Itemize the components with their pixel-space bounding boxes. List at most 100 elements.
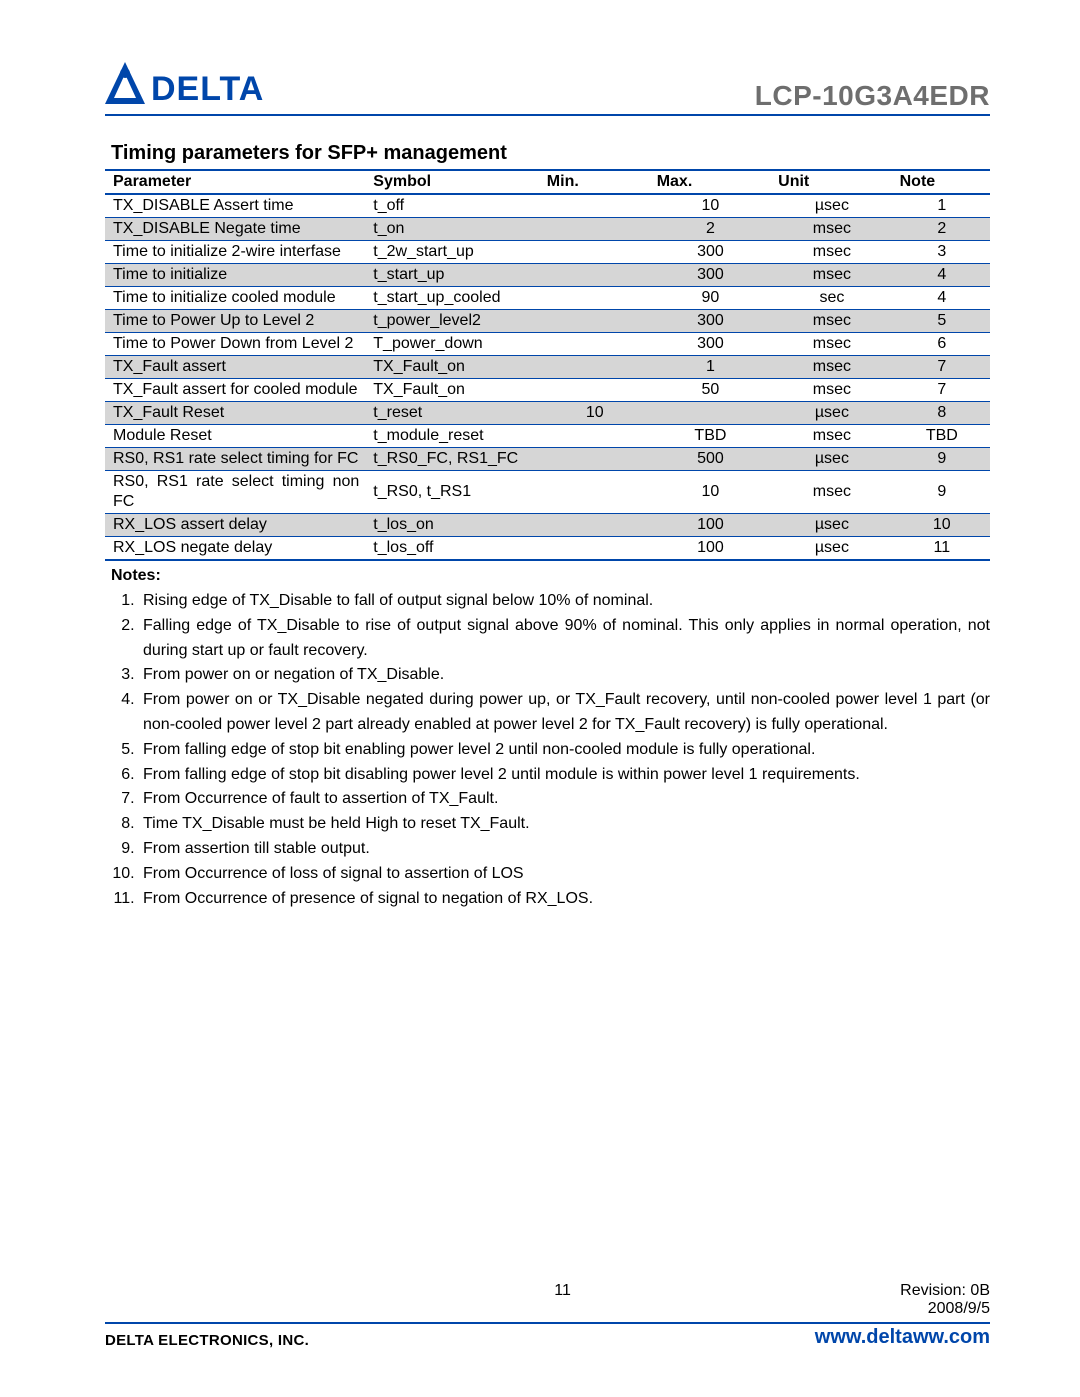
- table-row: Time to Power Down from Level 2T_power_d…: [105, 333, 990, 356]
- table-cell: t_2w_start_up: [365, 241, 539, 264]
- table-cell: [539, 448, 649, 471]
- note-item: Falling edge of TX_Disable to rise of ou…: [139, 614, 990, 664]
- note-item: Rising edge of TX_Disable to fall of out…: [139, 589, 990, 614]
- table-cell: 1: [892, 194, 990, 218]
- table-cell: [539, 287, 649, 310]
- col-header-max: Max.: [649, 170, 770, 194]
- revision-date: 2008/9/5: [900, 1300, 990, 1318]
- table-cell: 3: [892, 241, 990, 264]
- table-cell: TX_Fault assert: [105, 356, 365, 379]
- note-item: From Occurrence of loss of signal to ass…: [139, 862, 990, 887]
- note-item: From falling edge of stop bit disabling …: [139, 763, 990, 788]
- table-cell: 5: [892, 310, 990, 333]
- table-cell: µsec: [770, 448, 891, 471]
- table-cell: µsec: [770, 514, 891, 537]
- table-cell: TBD: [649, 425, 770, 448]
- note-item: Time TX_Disable must be held High to res…: [139, 812, 990, 837]
- page-number: 11: [225, 1282, 900, 1318]
- table-cell: 2: [892, 218, 990, 241]
- table-cell: t_reset: [365, 402, 539, 425]
- table-cell: 50: [649, 379, 770, 402]
- website-url[interactable]: www.deltaww.com: [815, 1326, 990, 1349]
- table-cell: t_los_on: [365, 514, 539, 537]
- table-cell: Time to initialize cooled module: [105, 287, 365, 310]
- col-header-note: Note: [892, 170, 990, 194]
- note-item: From Occurrence of fault to assertion of…: [139, 787, 990, 812]
- table-cell: TBD: [892, 425, 990, 448]
- col-header-parameter: Parameter: [105, 170, 365, 194]
- table-cell: [539, 471, 649, 514]
- table-row: RS0, RS1 rate select timing non FCt_RS0,…: [105, 471, 990, 514]
- table-cell: [649, 402, 770, 425]
- table-cell: 300: [649, 241, 770, 264]
- table-cell: t_on: [365, 218, 539, 241]
- table-cell: 10: [649, 194, 770, 218]
- table-cell: TX_DISABLE Negate time: [105, 218, 365, 241]
- table-cell: Time to Power Up to Level 2: [105, 310, 365, 333]
- notes-heading: Notes:: [111, 567, 990, 585]
- table-cell: msec: [770, 356, 891, 379]
- col-header-unit: Unit: [770, 170, 891, 194]
- table-cell: 11: [892, 537, 990, 561]
- notes-list: Rising edge of TX_Disable to fall of out…: [111, 589, 990, 911]
- table-cell: RX_LOS negate delay: [105, 537, 365, 561]
- table-cell: t_start_up_cooled: [365, 287, 539, 310]
- page-footer: 11 Revision: 0B 2008/9/5 DELTA ELECTRONI…: [105, 1282, 990, 1349]
- table-row: Module Resett_module_resetTBDmsecTBD: [105, 425, 990, 448]
- table-row: Time to initializet_start_up300msec4: [105, 264, 990, 287]
- table-cell: [539, 194, 649, 218]
- table-cell: T_power_down: [365, 333, 539, 356]
- table-cell: t_los_off: [365, 537, 539, 561]
- part-number: LCP-10G3A4EDR: [755, 80, 990, 112]
- table-cell: 7: [892, 356, 990, 379]
- note-item: From falling edge of stop bit enabling p…: [139, 738, 990, 763]
- company-name: DELTA ELECTRONICS, INC.: [105, 1332, 309, 1349]
- table-cell: [539, 425, 649, 448]
- table-cell: 4: [892, 287, 990, 310]
- table-cell: [539, 333, 649, 356]
- table-cell: [539, 537, 649, 561]
- table-header: Parameter Symbol Min. Max. Unit Note: [105, 170, 990, 194]
- table-cell: 8: [892, 402, 990, 425]
- table-cell: msec: [770, 310, 891, 333]
- datasheet-page: DELTA LCP-10G3A4EDR Timing parameters fo…: [0, 0, 1080, 1397]
- table-cell: msec: [770, 264, 891, 287]
- table-cell: µsec: [770, 194, 891, 218]
- table-cell: 1: [649, 356, 770, 379]
- table-cell: 100: [649, 514, 770, 537]
- table-cell: t_power_level2: [365, 310, 539, 333]
- table-cell: [539, 241, 649, 264]
- table-cell: 10: [539, 402, 649, 425]
- table-cell: [539, 218, 649, 241]
- col-header-symbol: Symbol: [365, 170, 539, 194]
- note-item: From power on or TX_Disable negated duri…: [139, 688, 990, 738]
- table-cell: TX_Fault_on: [365, 356, 539, 379]
- note-item: From assertion till stable output.: [139, 837, 990, 862]
- table-row: TX_Fault assertTX_Fault_on 1msec7: [105, 356, 990, 379]
- table-cell: msec: [770, 379, 891, 402]
- table-cell: 500: [649, 448, 770, 471]
- table-cell: 7: [892, 379, 990, 402]
- table-row: RX_LOS negate delayt_los_off100µsec11: [105, 537, 990, 561]
- table-cell: [539, 514, 649, 537]
- table-cell: [539, 310, 649, 333]
- table-row: TX_Fault Resett_reset10µsec8: [105, 402, 990, 425]
- table-cell: msec: [770, 333, 891, 356]
- table-cell: t_RS0_FC, RS1_FC: [365, 448, 539, 471]
- table-cell: 300: [649, 333, 770, 356]
- table-cell: 2: [649, 218, 770, 241]
- table-cell: Time to initialize: [105, 264, 365, 287]
- table-cell: TX_Fault assert for cooled module: [105, 379, 365, 402]
- svg-text:DELTA: DELTA: [151, 70, 264, 108]
- table-row: RS0, RS1 rate select timing for FCt_RS0_…: [105, 448, 990, 471]
- table-cell: 10: [649, 471, 770, 514]
- brand-logo: DELTA: [105, 60, 305, 112]
- delta-logo-icon: DELTA: [105, 60, 305, 112]
- table-cell: RX_LOS assert delay: [105, 514, 365, 537]
- revision: Revision: 0B: [900, 1282, 990, 1300]
- table-cell: msec: [770, 471, 891, 514]
- table-cell: sec: [770, 287, 891, 310]
- table-cell: 9: [892, 448, 990, 471]
- timing-table: Parameter Symbol Min. Max. Unit Note TX_…: [105, 169, 990, 561]
- table-cell: 90: [649, 287, 770, 310]
